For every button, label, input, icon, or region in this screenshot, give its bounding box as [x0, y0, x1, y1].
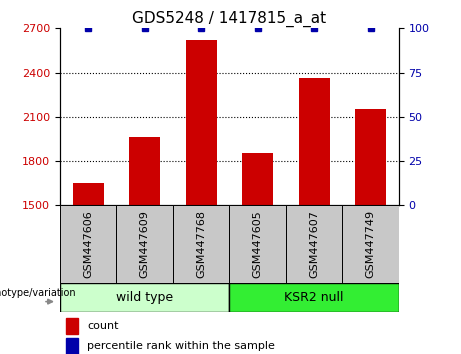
Bar [299, 79, 330, 205]
Text: count: count [88, 321, 119, 331]
Bar [229, 283, 399, 312]
Bar [73, 183, 104, 205]
Text: GSM447605: GSM447605 [253, 210, 263, 278]
Text: KSR2 null: KSR2 null [284, 291, 344, 304]
Text: GSM447607: GSM447607 [309, 210, 319, 278]
Text: wild type: wild type [116, 291, 173, 304]
Text: GSM447609: GSM447609 [140, 210, 150, 278]
Bar [286, 205, 342, 283]
Text: GSM447606: GSM447606 [83, 210, 93, 278]
Bar [186, 40, 217, 205]
Bar [116, 205, 173, 283]
Bar [66, 338, 78, 354]
Bar [242, 153, 273, 205]
Bar [355, 109, 386, 205]
Text: GSM447768: GSM447768 [196, 210, 206, 278]
Bar [60, 205, 116, 283]
Bar [60, 283, 229, 312]
Text: genotype/variation: genotype/variation [0, 288, 76, 298]
Title: GDS5248 / 1417815_a_at: GDS5248 / 1417815_a_at [132, 11, 326, 27]
Text: GSM447749: GSM447749 [366, 210, 376, 278]
Bar [342, 205, 399, 283]
Bar [173, 205, 229, 283]
Bar [129, 137, 160, 205]
Text: percentile rank within the sample: percentile rank within the sample [88, 341, 275, 351]
Bar [66, 318, 78, 334]
Bar [229, 205, 286, 283]
